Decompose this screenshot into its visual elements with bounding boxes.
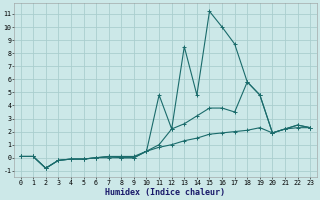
X-axis label: Humidex (Indice chaleur): Humidex (Indice chaleur) bbox=[105, 188, 225, 197]
